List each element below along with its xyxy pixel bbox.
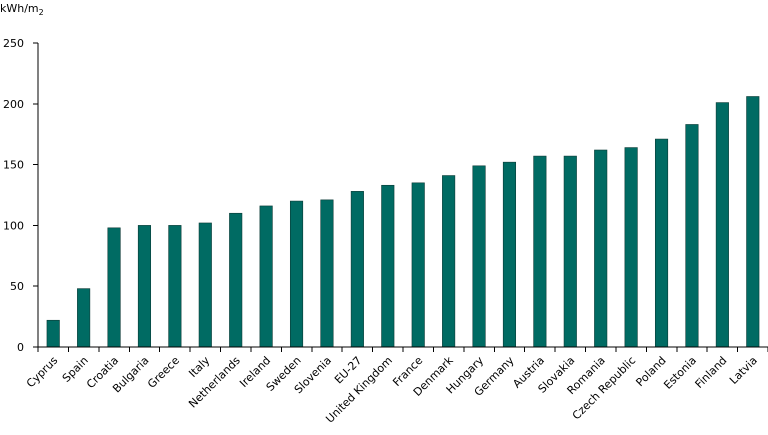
bar-finland (715, 102, 729, 348)
bars (46, 96, 760, 348)
y-axis-unit-subscript: 2 (39, 8, 44, 17)
bar-ireland (259, 205, 273, 348)
y-tick-label: 100 (3, 219, 24, 232)
bar-netherlands (229, 212, 243, 348)
y-tick-label: 200 (3, 98, 24, 111)
bar-france (411, 182, 425, 348)
x-tick-label: Latvia (727, 354, 760, 387)
y-tick-label: 250 (3, 37, 24, 50)
bar-united-kingdom (381, 184, 395, 348)
bar-greece (168, 225, 182, 348)
x-tick-label: Finland (693, 354, 730, 391)
bar-bulgaria (137, 225, 152, 348)
y-tick-label: 50 (10, 280, 24, 293)
x-tick-label: Greece (145, 354, 182, 391)
bar-czech-republic (624, 147, 638, 348)
bar-romania (594, 149, 608, 348)
bar-slovakia (563, 155, 577, 348)
bar-poland (654, 138, 669, 348)
y-axis-ticks: 0 50 100 150 200 250 (3, 37, 38, 354)
bar-italy (198, 222, 212, 348)
bar-denmark (442, 175, 456, 348)
y-tick-label: 150 (3, 159, 24, 172)
y-axis-unit-text: kWh/m (0, 2, 39, 15)
bar-latvia (746, 96, 760, 348)
y-tick-label: 0 (17, 341, 24, 354)
bar-estonia (685, 124, 699, 348)
x-tick-label: Estonia (661, 354, 699, 392)
bar-spain (77, 288, 91, 348)
x-tick-label: Italy (186, 354, 212, 380)
x-tick-label: Cyprus (24, 354, 61, 391)
y-axis-unit-label: kWh/m2 (0, 2, 44, 17)
bar-austria (533, 155, 547, 348)
bar-croatia (107, 227, 121, 348)
bar-slovenia (320, 199, 334, 348)
bar-sweden (289, 200, 304, 348)
bar-hungary (472, 165, 486, 348)
bar-cyprus (46, 319, 60, 348)
bar-germany (502, 161, 517, 348)
bar-eu-27 (350, 191, 364, 348)
